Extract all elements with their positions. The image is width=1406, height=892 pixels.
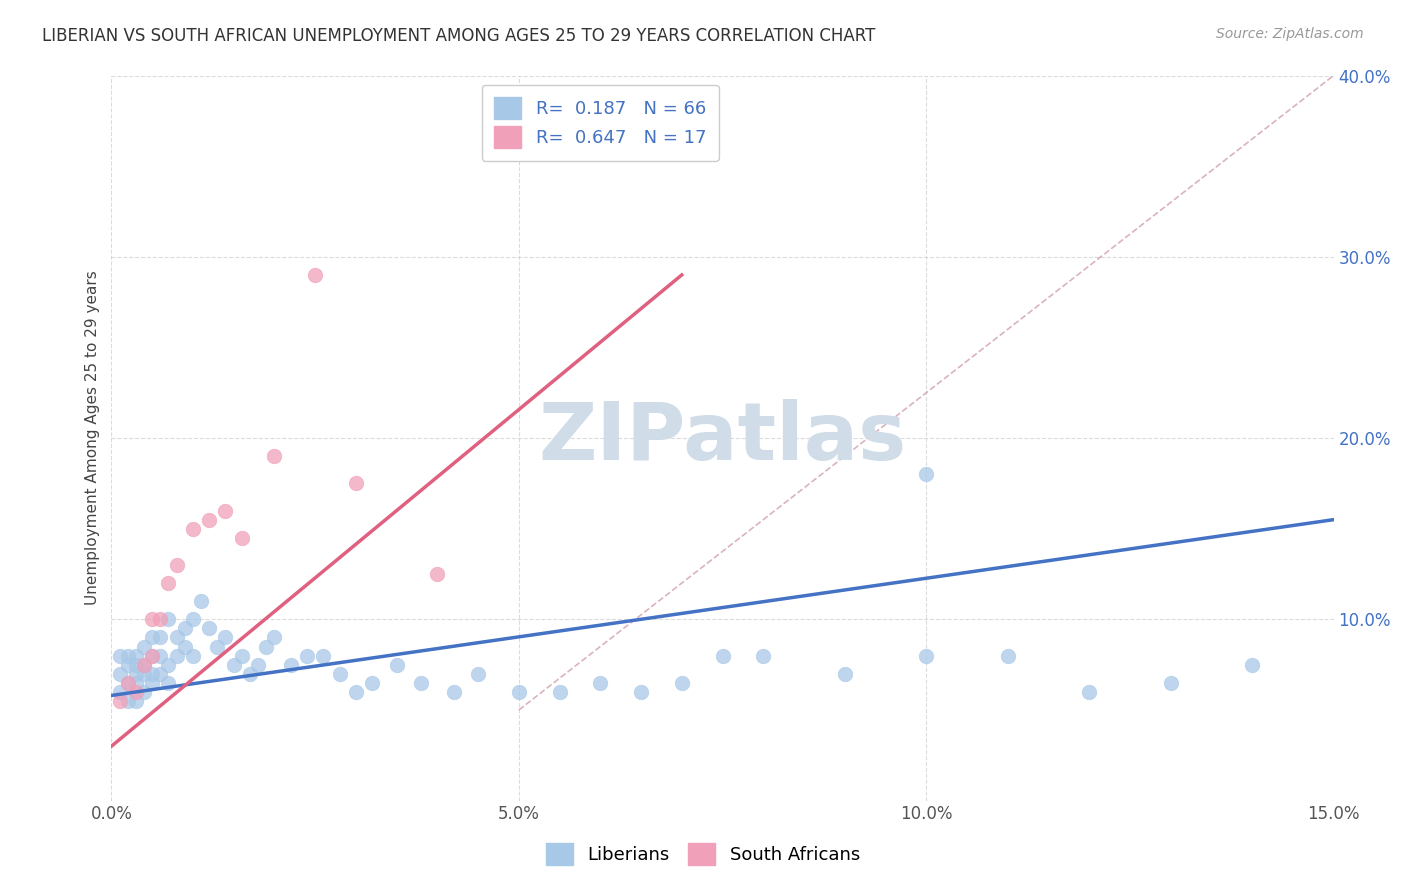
Point bbox=[247, 657, 270, 672]
Point bbox=[166, 631, 188, 645]
Point bbox=[108, 666, 131, 681]
Point bbox=[117, 675, 139, 690]
Point bbox=[409, 675, 432, 690]
Point bbox=[231, 648, 253, 663]
Point bbox=[181, 522, 204, 536]
Point bbox=[117, 675, 139, 690]
Point bbox=[117, 657, 139, 672]
Point bbox=[280, 657, 302, 672]
Point bbox=[344, 476, 367, 491]
Point bbox=[263, 631, 285, 645]
Point bbox=[312, 648, 335, 663]
Point bbox=[108, 694, 131, 708]
Point bbox=[329, 666, 352, 681]
Point bbox=[149, 648, 172, 663]
Point bbox=[141, 612, 163, 626]
Point bbox=[117, 648, 139, 663]
Point bbox=[915, 648, 938, 663]
Text: LIBERIAN VS SOUTH AFRICAN UNEMPLOYMENT AMONG AGES 25 TO 29 YEARS CORRELATION CHA: LIBERIAN VS SOUTH AFRICAN UNEMPLOYMENT A… bbox=[42, 27, 876, 45]
Point bbox=[166, 558, 188, 572]
Point bbox=[181, 612, 204, 626]
Point bbox=[141, 631, 163, 645]
Point bbox=[997, 648, 1019, 663]
Point bbox=[214, 631, 236, 645]
Point bbox=[231, 531, 253, 545]
Point bbox=[1160, 675, 1182, 690]
Point bbox=[132, 657, 155, 672]
Point bbox=[589, 675, 612, 690]
Point bbox=[239, 666, 262, 681]
Point bbox=[173, 640, 195, 654]
Point bbox=[752, 648, 775, 663]
Point bbox=[125, 657, 148, 672]
Point bbox=[149, 612, 172, 626]
Point bbox=[443, 685, 465, 699]
Point bbox=[132, 685, 155, 699]
Point bbox=[166, 648, 188, 663]
Point bbox=[117, 694, 139, 708]
Point bbox=[385, 657, 408, 672]
Legend: Liberians, South Africans: Liberians, South Africans bbox=[537, 834, 869, 874]
Point bbox=[508, 685, 530, 699]
Point bbox=[149, 666, 172, 681]
Point bbox=[141, 648, 163, 663]
Y-axis label: Unemployment Among Ages 25 to 29 years: Unemployment Among Ages 25 to 29 years bbox=[86, 270, 100, 606]
Point bbox=[141, 675, 163, 690]
Point bbox=[214, 503, 236, 517]
Point bbox=[108, 685, 131, 699]
Point bbox=[198, 621, 221, 635]
Point bbox=[198, 513, 221, 527]
Point bbox=[711, 648, 734, 663]
Point bbox=[157, 612, 180, 626]
Point bbox=[190, 594, 212, 608]
Point bbox=[467, 666, 489, 681]
Point bbox=[132, 666, 155, 681]
Point bbox=[108, 648, 131, 663]
Point bbox=[222, 657, 245, 672]
Point bbox=[125, 685, 148, 699]
Point bbox=[157, 657, 180, 672]
Point bbox=[254, 640, 277, 654]
Point bbox=[132, 640, 155, 654]
Point bbox=[295, 648, 318, 663]
Point bbox=[344, 685, 367, 699]
Point bbox=[1078, 685, 1101, 699]
Point bbox=[132, 657, 155, 672]
Point bbox=[263, 449, 285, 463]
Point bbox=[125, 694, 148, 708]
Point bbox=[207, 640, 229, 654]
Point bbox=[157, 576, 180, 591]
Point bbox=[304, 268, 326, 282]
Point bbox=[125, 666, 148, 681]
Point bbox=[834, 666, 856, 681]
Text: ZIPatlas: ZIPatlas bbox=[538, 399, 907, 477]
Point bbox=[149, 631, 172, 645]
Point bbox=[630, 685, 652, 699]
Point bbox=[1241, 657, 1264, 672]
Point bbox=[426, 567, 449, 582]
Point bbox=[141, 666, 163, 681]
Point bbox=[125, 648, 148, 663]
Point bbox=[915, 467, 938, 482]
Point bbox=[361, 675, 384, 690]
Point bbox=[181, 648, 204, 663]
Point bbox=[173, 621, 195, 635]
Point bbox=[141, 648, 163, 663]
Legend: R=  0.187   N = 66, R=  0.647   N = 17: R= 0.187 N = 66, R= 0.647 N = 17 bbox=[482, 85, 718, 161]
Point bbox=[157, 675, 180, 690]
Point bbox=[671, 675, 693, 690]
Point bbox=[125, 675, 148, 690]
Point bbox=[548, 685, 571, 699]
Text: Source: ZipAtlas.com: Source: ZipAtlas.com bbox=[1216, 27, 1364, 41]
